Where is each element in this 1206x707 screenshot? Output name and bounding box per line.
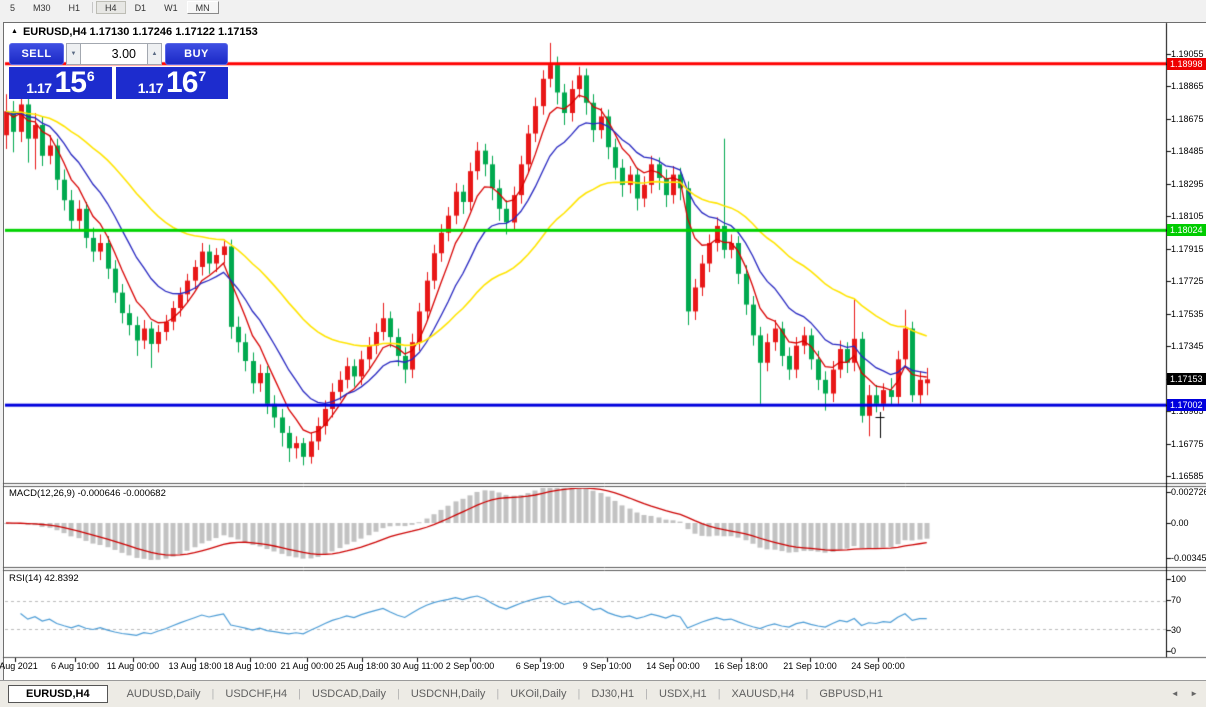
chart-tab-gbpusd-h1[interactable]: GBPUSD,H1 [819, 688, 883, 700]
buy-price-display[interactable]: 1.17 16 7 [116, 67, 228, 99]
sell-price-figure: 1.17 [26, 80, 52, 96]
volume-increase-button[interactable]: ▲ [147, 43, 162, 65]
time-axis-label: 6 Aug 10:00 [50, 661, 100, 671]
price-axis-badge: 1.17153 [1167, 373, 1206, 386]
price-axis-label: 1.18675 [1171, 113, 1204, 124]
symbol-ohlc-text: EURUSD,H4 1.17130 1.17246 1.17122 1.1715… [22, 26, 258, 38]
volume-decrease-button[interactable]: ▼ [66, 43, 81, 65]
chart-tab-usdchf-h4[interactable]: USDCHF,H4 [225, 688, 288, 700]
time-axis-label: 2 Sep 00:00 [445, 661, 495, 671]
tab-separator: | [211, 688, 215, 700]
tab-separator: | [577, 688, 581, 700]
volume-input[interactable]: 3.00 [81, 43, 147, 65]
price-axis-label: 1.17915 [1171, 243, 1204, 254]
price-axis-label: 1.16965 [1171, 406, 1204, 417]
rsi-axis-label: 0 [1171, 646, 1177, 656]
chart-tab-ukoil-daily[interactable]: UKOil,Daily [510, 688, 567, 700]
time-axis-label: 16 Sep 18:00 [714, 661, 768, 671]
time-axis-label: 6 Sep 19:00 [515, 661, 565, 671]
chart-header: ▲ EURUSD,H4 1.17130 1.17246 1.17122 1.171… [11, 26, 258, 38]
buy-button[interactable]: BUY [165, 43, 228, 65]
chart-tab-eurusd-h4[interactable]: EURUSD,H4 [8, 685, 108, 703]
buy-price-pips: 16 [166, 66, 198, 99]
sell-price-point: 6 [86, 68, 95, 84]
tab-separator: | [298, 688, 301, 700]
chart-tab-audusd-daily[interactable]: AUDUSD,Daily [126, 688, 201, 700]
rsi-label: RSI(14) 42.8392 [9, 573, 79, 584]
price-axis-label: 1.17725 [1171, 276, 1204, 287]
rsi-axis-label: 100 [1171, 574, 1187, 584]
time-axis-label: 18 Aug 10:00 [223, 661, 277, 671]
collapse-triangle-icon[interactable]: ▲ [11, 28, 18, 35]
price-axis-label: 1.19055 [1171, 49, 1204, 59]
time-axis-label: 13 Aug 18:00 [168, 661, 222, 671]
price-axis-label: 1.16775 [1171, 438, 1204, 449]
sell-price-pips: 15 [54, 66, 87, 99]
price-axis-label: 1.18865 [1171, 81, 1204, 92]
chevron-up-icon: ▲ [151, 51, 158, 57]
time-axis-label: 21 Aug 00:00 [280, 661, 334, 671]
tab-separator: | [496, 688, 500, 700]
tab-scroll-arrows: ◄ ► [1162, 689, 1198, 698]
buy-price-point: 7 [198, 68, 207, 84]
tab-separator: | [805, 688, 809, 700]
buy-price-figure: 1.17 [137, 80, 164, 96]
time-axis-label: 25 Aug 18:00 [335, 661, 389, 671]
price-axis-label: 1.16585 [1171, 471, 1204, 482]
chart-tab-xauusd-h4[interactable]: XAUUSD,H4 [731, 688, 795, 700]
macd-axis-label: 0.00 [1171, 518, 1189, 528]
rsi-axis-label: 70 [1171, 595, 1182, 605]
time-axis-label: 24 Sep 00:00 [851, 661, 905, 671]
chevron-down-icon: ▼ [70, 51, 77, 57]
price-axis-badge: 1.17002 [1167, 399, 1206, 412]
chart-tab-bar: EURUSD,H4 AUDUSD,Daily | USDCHF,H4 | USDCAD,D… [0, 680, 1206, 707]
price-axis-label: 1.18295 [1171, 178, 1204, 189]
one-click-trading-panel: SELL ▼ 3.00 ▲ BUY 1.17 15 6 1.17 16 7 [9, 43, 228, 99]
tabs-scroll-left-button[interactable]: ◄ [1170, 689, 1179, 698]
time-axis-label: 30 Aug 11:00 [390, 661, 444, 671]
macd-axis-label: -0.00345 [1171, 553, 1206, 563]
price-axis-label: 1.17345 [1171, 341, 1204, 352]
time-axis-label: 14 Sep 00:00 [646, 661, 700, 671]
sell-price-display[interactable]: 1.17 15 6 [9, 67, 112, 99]
tab-separator: | [396, 688, 400, 700]
macd-label: MACD(12,26,9) -0.000646 -0.000682 [9, 488, 166, 499]
time-axis-label: 21 Sep 10:00 [783, 661, 837, 671]
price-axis-label: 1.17535 [1171, 308, 1204, 319]
macd-axis-label: 0.002726 [1171, 487, 1206, 497]
chart-tab-usdcad-daily[interactable]: USDCAD,Daily [312, 688, 386, 700]
time-axis-label: 3 Aug 2021 [0, 661, 38, 671]
rsi-axis-label: 30 [1171, 625, 1182, 635]
tab-separator: | [645, 688, 648, 700]
sell-button[interactable]: SELL [9, 43, 64, 65]
price-axis-badge: 1.18998 [1167, 57, 1206, 70]
price-axis-badge: 1.18024 [1167, 224, 1206, 237]
chart-tab-usdcnh-daily[interactable]: USDCNH,Daily [410, 688, 486, 700]
price-axis-label: 1.18485 [1171, 146, 1204, 157]
tab-separator: | [717, 688, 721, 700]
time-axis-label: 11 Aug 00:00 [106, 661, 160, 671]
time-axis-label: 9 Sep 10:00 [582, 661, 632, 671]
chart-tab-dj30-h1[interactable]: DJ30,H1 [591, 688, 635, 700]
chart-tab-usdx-h1[interactable]: USDX,H1 [659, 688, 707, 700]
price-axis-label: 1.18105 [1171, 211, 1204, 222]
tabs-scroll-right-button[interactable]: ► [1190, 689, 1198, 698]
